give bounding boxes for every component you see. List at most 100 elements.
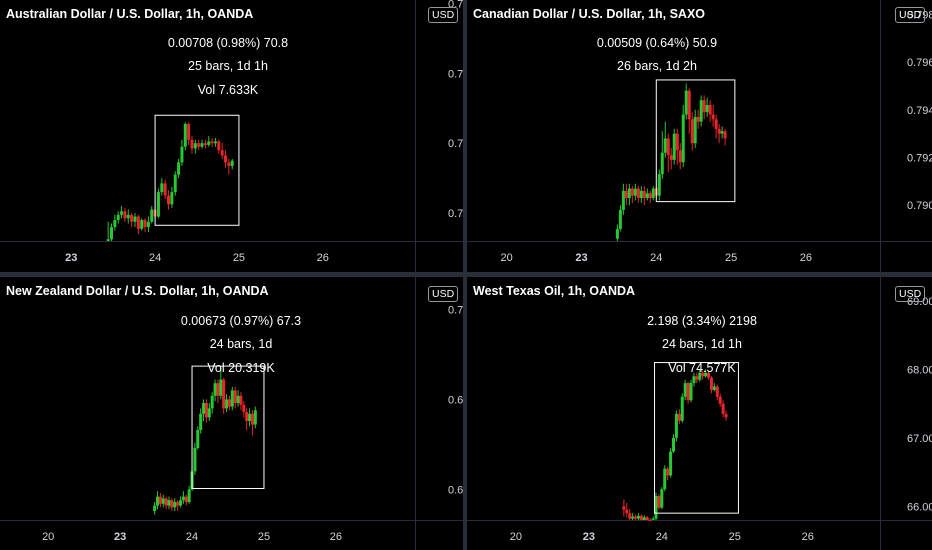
candle bbox=[717, 124, 721, 144]
chart-panel-2[interactable]: 0.79800 0.79600 0.79400 0.79200 0.79000 20 23 2… bbox=[467, 0, 932, 272]
candle bbox=[224, 150, 228, 168]
candle bbox=[207, 403, 211, 421]
candle bbox=[187, 122, 191, 145]
candle bbox=[648, 190, 652, 203]
y-tick-label: 0.79200 bbox=[907, 152, 932, 164]
currency-button[interactable]: USD bbox=[428, 286, 459, 302]
candle bbox=[624, 183, 628, 206]
candle bbox=[222, 377, 226, 414]
candle bbox=[692, 372, 696, 387]
chart-panel-1[interactable]: 0.73400 0.73000 0.72600 0.72200 23 24 25 26 Aust… bbox=[0, 0, 463, 272]
candle bbox=[230, 386, 234, 411]
candle bbox=[657, 169, 661, 201]
candle bbox=[666, 133, 670, 172]
candle bbox=[704, 369, 708, 378]
candle bbox=[176, 500, 180, 511]
candle bbox=[225, 394, 229, 412]
chart-svg[interactable]: 0.79800 0.79600 0.79400 0.79200 0.79000 20 23 2… bbox=[467, 0, 932, 272]
candle bbox=[197, 139, 201, 151]
candle bbox=[204, 399, 208, 423]
candle bbox=[636, 513, 640, 520]
candle bbox=[663, 465, 667, 492]
measure-volume: Vol 74.577K bbox=[668, 361, 736, 375]
chart-svg[interactable]: 0.73400 0.73000 0.72600 0.72200 23 24 25 26 bbox=[0, 0, 463, 272]
candle bbox=[170, 498, 174, 511]
candle bbox=[248, 408, 252, 427]
candle bbox=[106, 221, 110, 241]
measure-box[interactable] bbox=[154, 114, 240, 226]
y-tick-label: 0.69000 bbox=[448, 484, 463, 496]
candle bbox=[701, 370, 705, 380]
y-tick-label: 0.72600 bbox=[448, 138, 463, 150]
candle bbox=[696, 109, 700, 129]
candle bbox=[203, 139, 207, 149]
candle bbox=[202, 399, 206, 421]
candle bbox=[663, 121, 667, 158]
chart-panel-3[interactable]: 0.70000 0.69500 0.69000 20 23 24 25 26 New Zeala… bbox=[0, 277, 463, 550]
x-tick-label: 23 bbox=[575, 252, 587, 264]
chart-svg[interactable]: 69.00068.00067.00066.0002023242526 bbox=[467, 277, 932, 550]
candle bbox=[242, 401, 246, 418]
candle bbox=[642, 186, 646, 206]
candle bbox=[253, 406, 257, 429]
y-tick-label: 0.73000 bbox=[448, 68, 463, 80]
currency-button[interactable]: USD bbox=[428, 7, 459, 23]
candle bbox=[672, 128, 676, 165]
candle bbox=[648, 517, 652, 521]
candle bbox=[233, 386, 237, 409]
candle bbox=[702, 95, 706, 120]
candle bbox=[123, 207, 127, 222]
measure-volume: Vol 20.319K bbox=[207, 361, 275, 375]
candle bbox=[196, 426, 200, 450]
measure-box[interactable] bbox=[654, 362, 739, 514]
currency-button[interactable]: USD bbox=[895, 7, 926, 23]
chart-panel-4[interactable]: 69.00068.00067.00066.0002023242526West T… bbox=[467, 277, 932, 550]
candle bbox=[227, 395, 231, 411]
candle bbox=[181, 491, 185, 504]
candle bbox=[158, 493, 162, 508]
y-tick-label: 0.72200 bbox=[448, 208, 463, 220]
y-tick-label: 0.79400 bbox=[907, 105, 932, 117]
candle bbox=[631, 513, 635, 520]
candle bbox=[621, 183, 625, 215]
candle bbox=[184, 494, 188, 506]
candle bbox=[639, 186, 643, 203]
candle bbox=[140, 218, 144, 231]
candle bbox=[690, 112, 694, 151]
candle bbox=[150, 206, 154, 224]
candle bbox=[678, 143, 682, 170]
currency-button[interactable]: USD bbox=[895, 286, 926, 302]
candle bbox=[630, 186, 634, 203]
x-tick-label: 20 bbox=[510, 531, 522, 543]
y-tick-label: 0.70000 bbox=[448, 304, 463, 316]
candle bbox=[645, 188, 649, 201]
candle bbox=[156, 188, 160, 219]
candle bbox=[711, 104, 715, 127]
x-tick-label: 25 bbox=[729, 531, 741, 543]
candle bbox=[200, 139, 204, 149]
candle bbox=[654, 492, 658, 520]
measure-change: 0.00509 (0.64%) 50.9 bbox=[596, 36, 718, 50]
candle bbox=[677, 409, 681, 425]
candle bbox=[116, 211, 120, 224]
x-tick-label: 24 bbox=[656, 531, 668, 543]
candle bbox=[689, 379, 693, 403]
chart-svg[interactable]: 0.70000 0.69500 0.69000 20 23 24 25 26 bbox=[0, 277, 463, 550]
candle bbox=[687, 88, 691, 134]
candle bbox=[705, 97, 709, 117]
horizontal-separator[interactable] bbox=[0, 272, 932, 277]
candle bbox=[179, 496, 183, 508]
measure-box[interactable] bbox=[655, 79, 736, 203]
candle bbox=[633, 183, 637, 201]
x-tick-label: 26 bbox=[317, 252, 329, 264]
candle bbox=[636, 186, 640, 203]
candle bbox=[110, 223, 114, 241]
candle bbox=[639, 514, 643, 520]
candle bbox=[672, 434, 675, 453]
x-tick-label: 26 bbox=[330, 531, 342, 543]
candle bbox=[164, 496, 168, 510]
x-tick-label: 25 bbox=[233, 252, 245, 264]
candle bbox=[245, 408, 249, 430]
measure-box[interactable] bbox=[191, 365, 265, 489]
